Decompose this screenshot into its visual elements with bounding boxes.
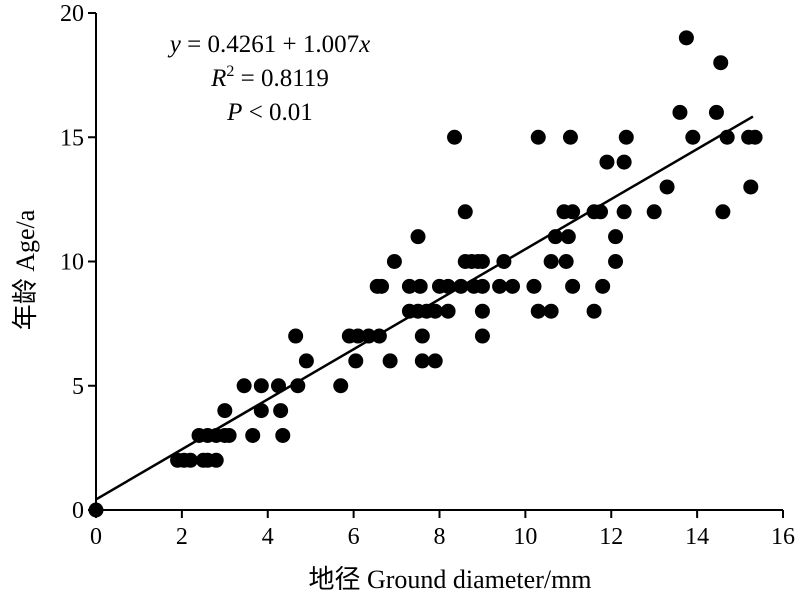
data-point bbox=[427, 353, 443, 369]
y-tick-label: 5 bbox=[72, 374, 84, 400]
data-point bbox=[543, 303, 559, 319]
data-point bbox=[747, 129, 763, 145]
y-tick-label: 10 bbox=[60, 250, 84, 276]
data-point bbox=[88, 502, 104, 518]
data-point bbox=[361, 328, 377, 344]
data-point bbox=[678, 30, 694, 46]
data-point bbox=[565, 278, 581, 294]
x-tick-label: 2 bbox=[176, 524, 188, 550]
data-point bbox=[412, 278, 428, 294]
data-point bbox=[273, 403, 289, 419]
data-point bbox=[253, 378, 269, 394]
data-point bbox=[457, 204, 473, 220]
data-point bbox=[474, 254, 490, 269]
annotation-p-value: P < 0.01 bbox=[226, 99, 313, 126]
data-point bbox=[530, 303, 546, 319]
y-axis-title: 年龄 Age/a bbox=[11, 209, 40, 330]
annotation-equation: y = 0.4261 + 1.007x bbox=[167, 31, 370, 58]
data-point bbox=[374, 278, 390, 294]
x-tick-label: 4 bbox=[262, 524, 274, 550]
data-point bbox=[386, 254, 402, 269]
data-point bbox=[543, 254, 559, 269]
data-point bbox=[414, 353, 430, 369]
data-point bbox=[440, 303, 456, 319]
annotation-r-squared: R2 = 0.8119 bbox=[210, 63, 329, 92]
y-tick-label: 15 bbox=[60, 125, 84, 151]
data-point bbox=[565, 204, 581, 220]
data-point bbox=[685, 129, 701, 145]
data-point bbox=[608, 254, 624, 269]
data-point bbox=[414, 328, 430, 344]
data-point bbox=[382, 353, 398, 369]
x-tick-label: 8 bbox=[434, 524, 446, 550]
data-point bbox=[288, 328, 304, 344]
x-tick-label: 0 bbox=[90, 524, 102, 550]
data-point bbox=[504, 278, 520, 294]
data-point bbox=[427, 303, 443, 319]
data-point bbox=[558, 254, 574, 269]
data-point bbox=[217, 403, 233, 419]
data-point bbox=[474, 303, 490, 319]
data-point bbox=[290, 378, 306, 394]
data-point bbox=[708, 104, 724, 120]
data-point bbox=[595, 278, 611, 294]
data-point bbox=[492, 278, 508, 294]
data-point bbox=[530, 129, 546, 145]
data-point bbox=[474, 328, 490, 344]
y-tick-label: 0 bbox=[72, 498, 84, 524]
data-point bbox=[659, 179, 675, 195]
y-axis-ticks: 0 5 10 15 20 bbox=[60, 1, 96, 524]
data-point bbox=[348, 353, 364, 369]
data-point bbox=[616, 154, 632, 170]
x-tick-label: 16 bbox=[771, 524, 795, 550]
data-point bbox=[182, 452, 198, 468]
data-point bbox=[672, 104, 688, 120]
data-point bbox=[221, 427, 237, 443]
data-point bbox=[526, 278, 542, 294]
data-point bbox=[562, 129, 578, 145]
data-point bbox=[410, 229, 426, 245]
data-point bbox=[618, 129, 634, 145]
data-point bbox=[447, 129, 463, 145]
data-point bbox=[586, 303, 602, 319]
data-point bbox=[560, 229, 576, 245]
x-tick-label: 12 bbox=[599, 524, 623, 550]
data-point bbox=[275, 427, 291, 443]
trendline-group bbox=[95, 115, 754, 501]
y-tick-label: 20 bbox=[60, 1, 84, 27]
data-point bbox=[599, 154, 615, 170]
data-point bbox=[350, 328, 366, 344]
data-point bbox=[333, 378, 349, 394]
data-point bbox=[616, 204, 632, 220]
x-tick-label: 6 bbox=[348, 524, 360, 550]
x-axis-ticks: 0 2 4 6 8 10 12 14 16 bbox=[90, 510, 795, 550]
data-point bbox=[474, 278, 490, 294]
data-point bbox=[440, 278, 456, 294]
data-point bbox=[253, 403, 269, 419]
data-point bbox=[715, 204, 731, 220]
x-tick-label: 10 bbox=[513, 524, 537, 550]
data-point bbox=[713, 55, 729, 71]
data-point bbox=[743, 179, 759, 195]
data-point bbox=[646, 204, 662, 220]
trendline bbox=[95, 115, 754, 501]
data-point bbox=[298, 353, 314, 369]
data-point bbox=[208, 452, 224, 468]
data-point bbox=[245, 427, 261, 443]
x-tick-label: 14 bbox=[685, 524, 709, 550]
x-axis-title: 地径 Ground diameter/mm bbox=[308, 565, 591, 594]
data-point bbox=[236, 378, 252, 394]
data-point bbox=[608, 229, 624, 245]
data-point bbox=[401, 278, 417, 294]
